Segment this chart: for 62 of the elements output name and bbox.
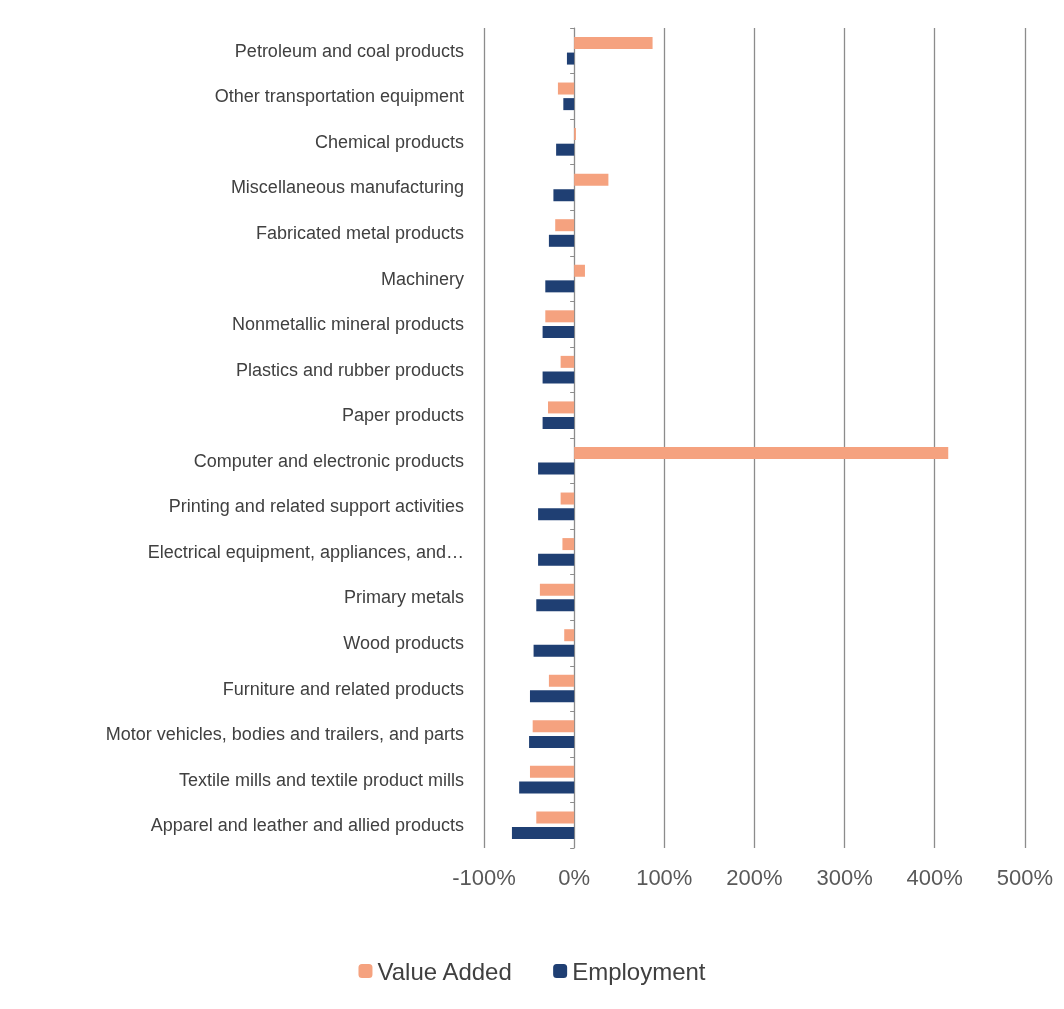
bar [538, 462, 575, 475]
bar [519, 781, 575, 794]
bar [564, 629, 575, 642]
bar [556, 143, 575, 156]
y-tick-label: Apparel and leather and allied products [150, 815, 464, 836]
bar [542, 417, 575, 430]
bar [548, 234, 575, 247]
bar [536, 599, 575, 612]
y-tick-label: Wood products [343, 633, 464, 653]
y-tick-label: Motor vehicles, bodies and trailers, and parts [105, 724, 464, 745]
y-tick-label: Other transportation equipment [214, 86, 464, 107]
bar [548, 401, 575, 414]
y-tick-label: Computer and electronic products [193, 450, 464, 471]
bar [538, 553, 575, 566]
bar [532, 720, 575, 733]
bar [542, 371, 575, 384]
y-tick-label: Electrical equipment, appliances, and… [147, 541, 464, 562]
y-tick-label: Textile mills and textile product mills [178, 769, 464, 790]
y-tick-label: Miscellaneous manufacturing [230, 177, 464, 198]
bar [533, 644, 575, 657]
bar [536, 811, 575, 824]
x-tick-label: 100% [636, 864, 693, 890]
bar [529, 735, 575, 748]
y-tick-label: Machinery [380, 268, 464, 289]
y-tick-label: Primary metals [343, 587, 464, 608]
legend-label: Value Added [377, 957, 512, 985]
bar [574, 264, 585, 277]
bar [566, 52, 575, 65]
y-tick-label: Fabricated metal products [255, 223, 464, 243]
bar [560, 355, 575, 368]
bar [545, 310, 575, 323]
x-tick-label: -100% [452, 864, 516, 890]
bar [555, 219, 575, 232]
bar [562, 538, 575, 551]
x-tick-label: 400% [906, 864, 963, 890]
bar [538, 508, 575, 521]
legend-label: Employment [572, 957, 706, 985]
bar [553, 189, 575, 202]
bar [529, 765, 575, 778]
y-tick-label: Paper products [341, 405, 464, 426]
y-tick-label: Petroleum and coal products [234, 40, 464, 61]
y-tick-label: Furniture and related products [222, 678, 464, 699]
x-tick-label: 500% [996, 864, 1054, 890]
bar [574, 173, 609, 186]
bar [548, 674, 575, 687]
bar [574, 446, 949, 459]
y-tick-label: Nonmetallic mineral products [231, 314, 464, 335]
bar [560, 492, 575, 505]
x-tick-label: 200% [726, 864, 783, 890]
bar [542, 325, 575, 338]
x-tick-label: 300% [816, 864, 873, 890]
bar [563, 98, 575, 111]
bar [539, 583, 575, 596]
y-tick-label: Chemical products [314, 131, 464, 152]
bar [529, 690, 575, 703]
bar [574, 36, 653, 49]
bar [545, 280, 575, 293]
x-tick-label: 0% [558, 864, 591, 890]
y-tick-label: Printing and related support activities [168, 496, 464, 517]
y-tick-label: Plastics and rubber products [235, 359, 464, 380]
bar [511, 827, 575, 840]
bar [557, 82, 575, 95]
